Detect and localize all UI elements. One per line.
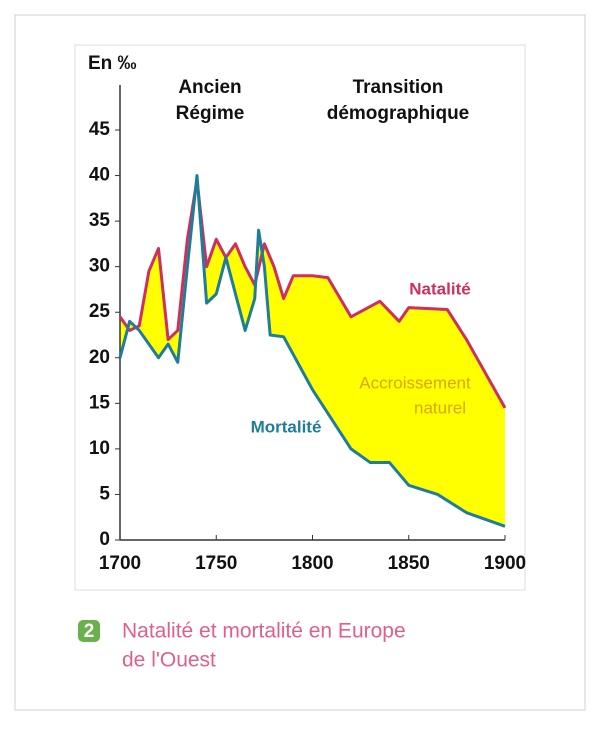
x-tick-label: 1750 — [195, 553, 237, 574]
y-tick-label: 40 — [89, 165, 110, 186]
y-tick-label: 45 — [89, 119, 111, 140]
caption-text: de l'Ouest — [122, 649, 216, 672]
period-label: Ancien — [178, 77, 241, 98]
series-line — [118, 178, 507, 409]
y-tick-label: 35 — [89, 210, 111, 231]
series-label: Mortalité — [251, 417, 322, 436]
series-line — [118, 174, 506, 528]
y-axis-label: En ‰ — [88, 53, 137, 74]
period-label: démographique — [327, 103, 470, 124]
x-tick-label: 1850 — [388, 553, 430, 574]
caption-text: Natalité et mortalité en Europe — [122, 620, 406, 643]
y-tick-label: 10 — [89, 438, 110, 459]
period-label: Régime — [176, 103, 245, 124]
y-tick-label: 0 — [99, 529, 110, 550]
caption-number: 2 — [84, 621, 95, 642]
fill-label: Accroissement — [359, 373, 471, 392]
y-tick-label: 30 — [89, 256, 110, 277]
y-tick-label: 20 — [89, 347, 110, 368]
x-tick-label: 1900 — [484, 553, 526, 574]
x-tick-label: 1800 — [291, 553, 333, 574]
fill-label: naturel — [414, 398, 466, 417]
y-tick-label: 5 — [99, 483, 110, 504]
series-label: Natalité — [409, 279, 470, 298]
caption-badge — [78, 620, 100, 642]
x-tick-label: 1700 — [99, 553, 141, 574]
period-label: Transition — [353, 77, 444, 98]
y-tick-label: 15 — [89, 392, 111, 413]
y-tick-label: 25 — [89, 301, 111, 322]
growth-area — [120, 175, 505, 527]
